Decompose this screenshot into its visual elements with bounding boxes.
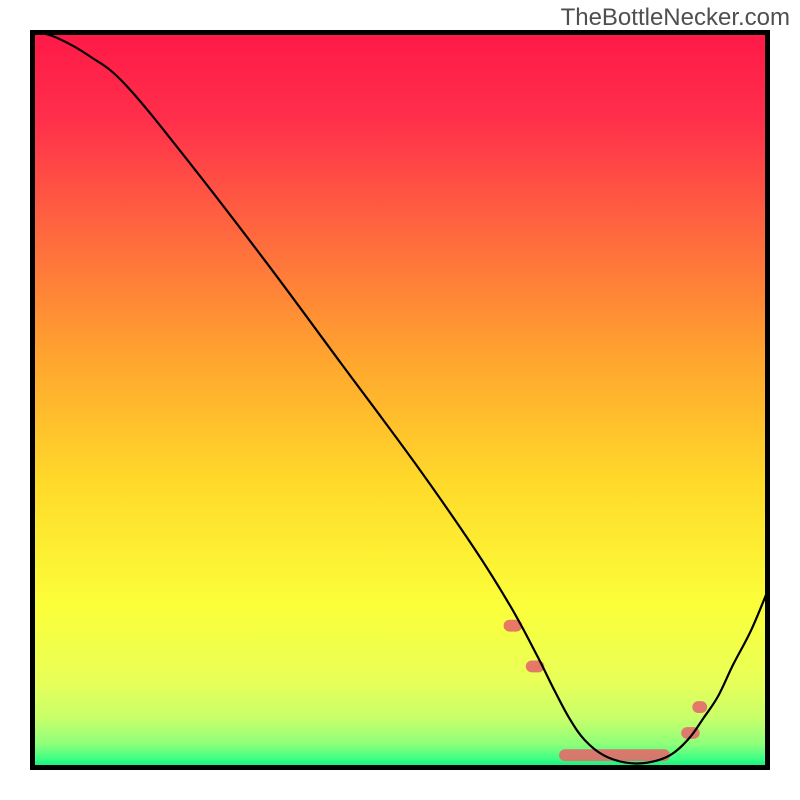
attribution-text: TheBottleNecker.com [561,4,790,32]
chart-container: TheBottleNecker.com [0,0,800,800]
plot-area [30,30,770,770]
plot-background-gradient [30,30,770,770]
